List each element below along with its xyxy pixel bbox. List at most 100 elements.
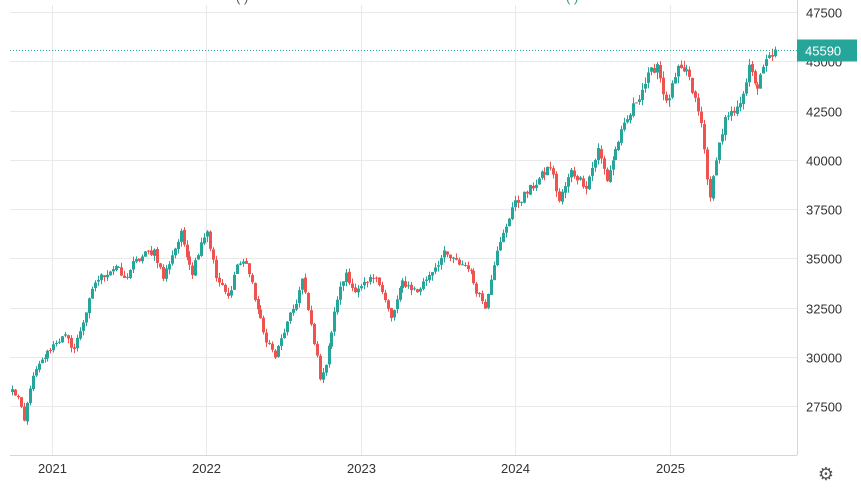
candle bbox=[262, 315, 265, 335]
candle bbox=[399, 286, 402, 302]
candle bbox=[88, 297, 91, 319]
candle bbox=[532, 182, 535, 192]
candle bbox=[765, 54, 768, 72]
candle bbox=[215, 255, 218, 282]
candle bbox=[573, 166, 576, 179]
candle bbox=[549, 161, 552, 171]
header-fragment-left: ( ) bbox=[236, 0, 248, 5]
last-price-marker: 45590 bbox=[10, 39, 857, 62]
candle bbox=[745, 78, 748, 96]
candle bbox=[70, 335, 73, 353]
candle bbox=[162, 264, 165, 282]
candle bbox=[768, 52, 771, 59]
x-tick-label: 2022 bbox=[192, 461, 221, 476]
candle bbox=[635, 102, 638, 104]
candle bbox=[283, 328, 286, 339]
candle bbox=[756, 81, 759, 95]
candle bbox=[58, 338, 61, 344]
candle bbox=[197, 253, 200, 260]
candle bbox=[434, 263, 437, 274]
candle bbox=[609, 165, 612, 183]
candle bbox=[564, 182, 567, 199]
candle bbox=[422, 277, 425, 291]
candle bbox=[431, 271, 434, 281]
candle bbox=[606, 167, 609, 182]
candle bbox=[742, 91, 745, 110]
candle bbox=[120, 262, 123, 277]
candle bbox=[407, 281, 410, 289]
candle bbox=[674, 72, 677, 84]
candle bbox=[685, 64, 688, 76]
candle bbox=[289, 311, 292, 324]
candle bbox=[464, 262, 467, 267]
candle bbox=[61, 336, 64, 344]
candle bbox=[688, 66, 691, 81]
candle bbox=[307, 292, 310, 311]
candle bbox=[265, 328, 268, 347]
candle bbox=[644, 77, 647, 93]
candle bbox=[641, 82, 644, 106]
candle bbox=[239, 261, 242, 266]
candle bbox=[360, 284, 363, 291]
candle bbox=[582, 175, 585, 189]
candle bbox=[26, 401, 29, 425]
candle bbox=[384, 289, 387, 303]
candle bbox=[126, 273, 129, 280]
candle bbox=[103, 275, 106, 282]
candle bbox=[245, 257, 248, 264]
candle bbox=[271, 341, 274, 353]
candle bbox=[357, 284, 360, 298]
candle bbox=[623, 117, 626, 132]
candle bbox=[455, 253, 458, 261]
candle bbox=[221, 279, 224, 286]
candle bbox=[254, 282, 257, 302]
candle bbox=[484, 299, 487, 309]
candle bbox=[292, 304, 295, 316]
candle bbox=[29, 385, 32, 406]
candle bbox=[603, 155, 606, 175]
candle bbox=[617, 140, 620, 152]
candle bbox=[55, 340, 58, 347]
candle bbox=[751, 60, 754, 77]
gear-icon[interactable]: ⚙ bbox=[817, 464, 835, 484]
candle bbox=[579, 176, 582, 181]
candle bbox=[186, 240, 189, 261]
candle bbox=[313, 322, 316, 346]
candle bbox=[366, 280, 369, 288]
candle bbox=[505, 223, 508, 238]
candle bbox=[251, 273, 254, 285]
candle bbox=[718, 142, 721, 164]
candle bbox=[156, 247, 159, 269]
candle bbox=[328, 343, 331, 368]
candle bbox=[259, 305, 262, 319]
candle bbox=[165, 264, 168, 282]
candle bbox=[209, 230, 212, 252]
candle bbox=[470, 268, 473, 275]
candle bbox=[375, 276, 378, 283]
candle bbox=[286, 321, 289, 336]
candle bbox=[650, 67, 653, 76]
candle bbox=[638, 95, 641, 105]
candle bbox=[76, 334, 79, 352]
candle bbox=[724, 115, 727, 141]
candle bbox=[404, 276, 407, 289]
candle bbox=[591, 162, 594, 182]
candle bbox=[94, 280, 97, 292]
candle bbox=[576, 174, 579, 185]
candle bbox=[546, 166, 549, 176]
y-tick-label: 27500 bbox=[806, 400, 842, 415]
candle bbox=[354, 283, 357, 294]
candle bbox=[691, 77, 694, 95]
candle bbox=[147, 250, 150, 255]
candle bbox=[363, 277, 366, 290]
candle bbox=[194, 257, 197, 277]
candle bbox=[20, 396, 23, 409]
candle bbox=[46, 349, 49, 362]
candle bbox=[218, 272, 221, 287]
candle bbox=[588, 175, 591, 191]
candle bbox=[653, 63, 656, 74]
candle bbox=[561, 189, 564, 205]
candle bbox=[730, 106, 733, 121]
candle bbox=[298, 286, 301, 308]
